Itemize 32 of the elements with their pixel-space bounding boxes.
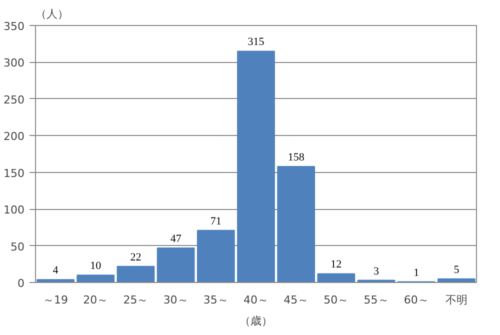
y-tick-label: 350: [4, 20, 25, 33]
data-label: 4: [52, 264, 59, 277]
x-tick-label: 45～: [284, 294, 309, 306]
data-label: 3: [374, 265, 380, 278]
data-label: 22: [130, 251, 142, 264]
x-tick-label: 35～: [203, 294, 228, 306]
data-label: 315: [248, 36, 265, 48]
y-tick-label: 0: [18, 277, 24, 290]
y-axis-title: （人）: [36, 8, 68, 20]
data-label: 10: [90, 260, 102, 272]
x-tick-label: 不明: [445, 294, 468, 306]
data-label: 12: [330, 258, 342, 271]
data-label: 1: [414, 266, 420, 279]
y-tick-label: 200: [4, 130, 25, 144]
x-tick-label: 60～: [404, 294, 429, 306]
data-label: 158: [288, 151, 305, 164]
y-tick-label: 300: [4, 56, 25, 70]
x-tick-label: 30～: [163, 294, 188, 306]
x-tick-label: 20～: [83, 294, 108, 306]
x-tick-label: 25～: [123, 294, 148, 306]
x-axis-title: （歳）: [240, 314, 272, 328]
data-label: 71: [210, 215, 222, 228]
data-label: 47: [170, 232, 182, 245]
y-tick-label: 150: [4, 166, 25, 180]
x-tick-label: 50～: [324, 294, 349, 306]
data-label: 5: [454, 264, 460, 276]
y-tick-label: 100: [4, 204, 25, 217]
x-tick-label: 40～: [244, 294, 268, 306]
y-tick-label: 250: [4, 93, 25, 106]
y-tick-label: 50: [10, 240, 25, 254]
x-tick-label: ～19: [43, 294, 68, 306]
x-tick-label: 55～: [364, 294, 389, 306]
